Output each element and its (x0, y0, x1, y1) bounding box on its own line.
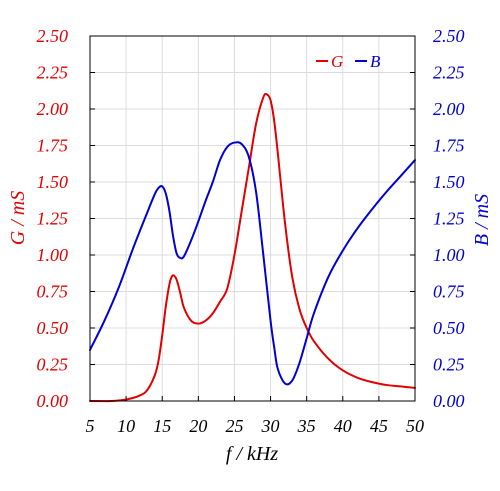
left-y-tick-label: 2.00 (37, 99, 69, 119)
right-y-tick-labels: 0.00 0.25 0.50 0.75 1.00 1.25 1.50 1.75 2.00 2.25… (410, 26, 465, 411)
right-y-tick-label: 1.25 (433, 209, 465, 229)
x-tick-labels: 5 10 15 20 25 30 35 40 45 50 (86, 396, 424, 436)
right-y-tick-label: 0.75 (433, 282, 465, 302)
right-y-tick-label: 2.50 (433, 26, 465, 46)
left-y-tick-label: 1.50 (37, 172, 69, 192)
legend-label-g: G (331, 52, 343, 71)
legend-label-b: B (370, 52, 381, 71)
right-y-tick-label: 1.75 (433, 136, 465, 156)
legend: G B (316, 52, 381, 71)
left-y-tick-label: 0.75 (37, 282, 69, 302)
left-y-tick-label: 1.00 (37, 245, 69, 265)
x-tick-label: 50 (406, 416, 424, 436)
x-tick-label: 30 (261, 416, 280, 436)
x-tick-label: 10 (117, 416, 135, 436)
series-layer (89, 92, 416, 403)
right-y-tick-label: 1.50 (433, 172, 465, 192)
x-tick-label: 25 (225, 416, 243, 436)
right-y-tick-label: 0.50 (433, 318, 465, 338)
right-y-tick-label: 1.00 (433, 245, 465, 265)
left-y-axis-title: G / mS (7, 191, 29, 245)
left-y-tick-label: 0.00 (37, 391, 69, 411)
left-y-tick-label: 2.25 (37, 63, 69, 83)
x-tick-label: 35 (297, 416, 316, 436)
right-y-tick-label: 0.25 (433, 355, 465, 375)
right-y-axis-title: B / mS (471, 194, 493, 246)
left-y-tick-label: 2.50 (37, 26, 69, 46)
left-y-tick-label: 1.25 (37, 209, 69, 229)
left-y-tick-label: 0.50 (37, 318, 69, 338)
x-tick-label: 45 (370, 416, 388, 436)
x-axis-title: f / kHz (226, 443, 278, 465)
grid (89, 35, 416, 402)
x-tick-label: 40 (334, 416, 352, 436)
left-y-tick-label: 1.75 (37, 136, 69, 156)
x-tick-label: 20 (189, 416, 207, 436)
series-line-g (89, 92, 416, 403)
right-y-tick-label: 0.00 (433, 391, 465, 411)
left-y-tick-label: 0.25 (37, 355, 69, 375)
x-tick-label: 15 (153, 416, 171, 436)
left-y-tick-labels: 0.00 0.25 0.50 0.75 1.00 1.25 1.50 1.75 2.00 2.25… (37, 26, 95, 411)
right-y-tick-label: 2.25 (433, 63, 465, 83)
right-y-tick-label: 2.00 (433, 99, 465, 119)
series-line-b (89, 141, 416, 386)
x-tick-label: 5 (86, 416, 95, 436)
